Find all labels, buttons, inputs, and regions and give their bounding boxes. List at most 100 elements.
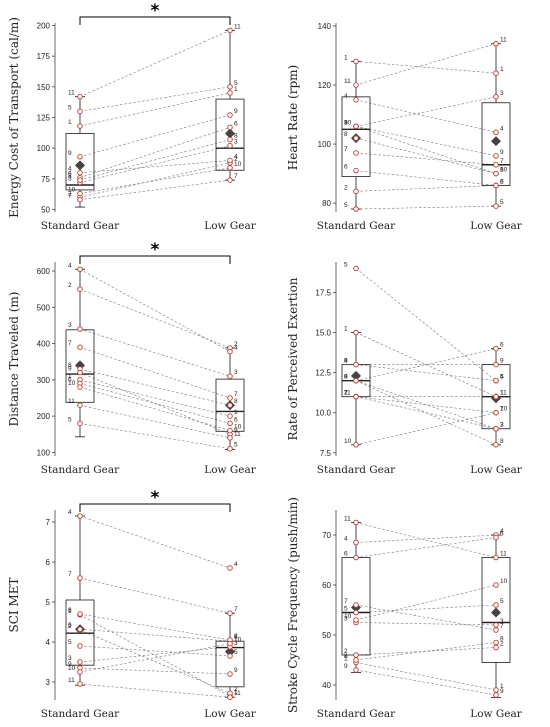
subject-point [227,84,233,90]
y-tick-label: 17.5 [315,288,331,297]
subject-line [79,667,231,675]
subject-point [493,203,499,209]
subject-id-label: 7 [234,173,238,180]
subject-id-label: 2 [500,641,504,648]
subject-id-label: 4 [500,374,504,381]
y-tick-label: 125 [37,114,51,123]
subject-point [227,653,233,659]
subject-id-label: 11 [234,431,241,438]
x-category-label: Standard Gear [317,220,396,232]
y-axis-label: SCI MET [7,577,21,632]
subject-id-label: 5 [68,639,72,646]
subject-point [227,445,233,452]
significance-bracket [79,16,231,25]
subject-id-label: 3 [500,618,504,625]
subject-point [227,177,233,183]
mean-diamond [75,160,85,171]
subject-line [355,534,497,543]
subject-id-label: 5 [234,442,238,449]
subject-point [353,150,359,156]
subject-id-label: 4 [234,345,238,352]
subject-id-label: 4 [68,262,72,269]
subject-line [79,328,231,377]
subject-point [493,94,499,100]
subject-id-label: 10 [500,578,508,585]
y-tick-label: 140 [318,22,332,31]
subject-id-label: 9 [68,661,72,668]
subject-id-label: 7 [68,193,72,200]
subject-line [79,645,231,657]
subject-id-label: 3 [500,90,504,97]
subject-id-label: 3 [234,640,238,647]
subject-id-label: 6 [234,634,238,641]
subject-point [77,513,83,519]
subject-id-label: 2 [344,648,348,655]
subject-id-label: 2 [500,178,504,185]
subject-id-label: 7 [344,598,348,605]
subject-point [493,409,499,416]
subject-id-label: 1 [344,54,348,61]
subject-line [355,185,497,192]
y-axis-label: Distance Traveled (m) [7,292,21,427]
subject-id-label: 11 [500,390,507,397]
subject-point [493,393,499,400]
subject-id-label: 11 [234,690,241,697]
subject-line [79,268,231,352]
subject-line [79,404,231,439]
subject-point [353,82,359,88]
y-tick-label: 100 [37,448,51,457]
subject-id-label: 5 [344,606,348,613]
subject-id-label: 4 [344,536,348,543]
subject-point [227,124,233,131]
subject-id-label: 4 [344,358,348,365]
subject-point [227,640,233,647]
subject-line [355,99,497,133]
subject-point [493,377,499,384]
subject-line [355,61,497,74]
subject-line [355,396,497,430]
subject-id-label: 2 [344,390,348,397]
subject-point [77,108,83,115]
subject-line [355,642,497,661]
y-tick-label: 7 [46,518,51,527]
x-category-label: Low Gear [204,464,256,476]
subject-id-label: 11 [68,398,75,405]
subject-line [79,30,231,97]
subject-id-label: 10 [234,637,242,644]
subject-point [353,554,359,561]
subject-id-label: 1 [68,608,72,615]
y-tick-label: 3 [46,678,51,687]
subject-point [77,266,83,273]
subject-line [355,604,497,613]
subject-point [353,361,359,368]
x-category-label: Standard Gear [317,708,396,720]
subject-id-label: 6 [344,164,348,171]
subject-point [353,58,359,65]
y-tick-label: 60 [322,581,331,590]
subject-line [355,126,497,174]
subject-line [79,86,231,112]
subject-point [77,681,83,687]
subject-point [493,644,499,651]
subject-point [493,442,499,448]
y-tick-label: 7.5 [320,449,332,458]
subject-point [227,427,233,434]
subject-id-label: 2 [234,686,238,693]
subject-id-label: 11 [68,90,75,97]
y-axis-label: Heart Rate (rpm) [286,65,300,170]
subject-id-label: 6 [344,551,348,558]
subject-id-label: 4 [68,509,72,516]
subject-point [353,123,359,130]
subject-line [79,379,231,417]
subject-point [493,129,499,136]
y-tick-label: 4 [46,638,51,647]
x-category-label: Low Gear [204,220,256,232]
subject-point [227,694,233,700]
subject-id-label: 1 [234,86,238,93]
mean-diamond [491,607,501,618]
y-tick-label: 600 [37,267,51,276]
subject-point [493,622,499,628]
subject-line [355,126,497,157]
subject-line [79,577,231,614]
